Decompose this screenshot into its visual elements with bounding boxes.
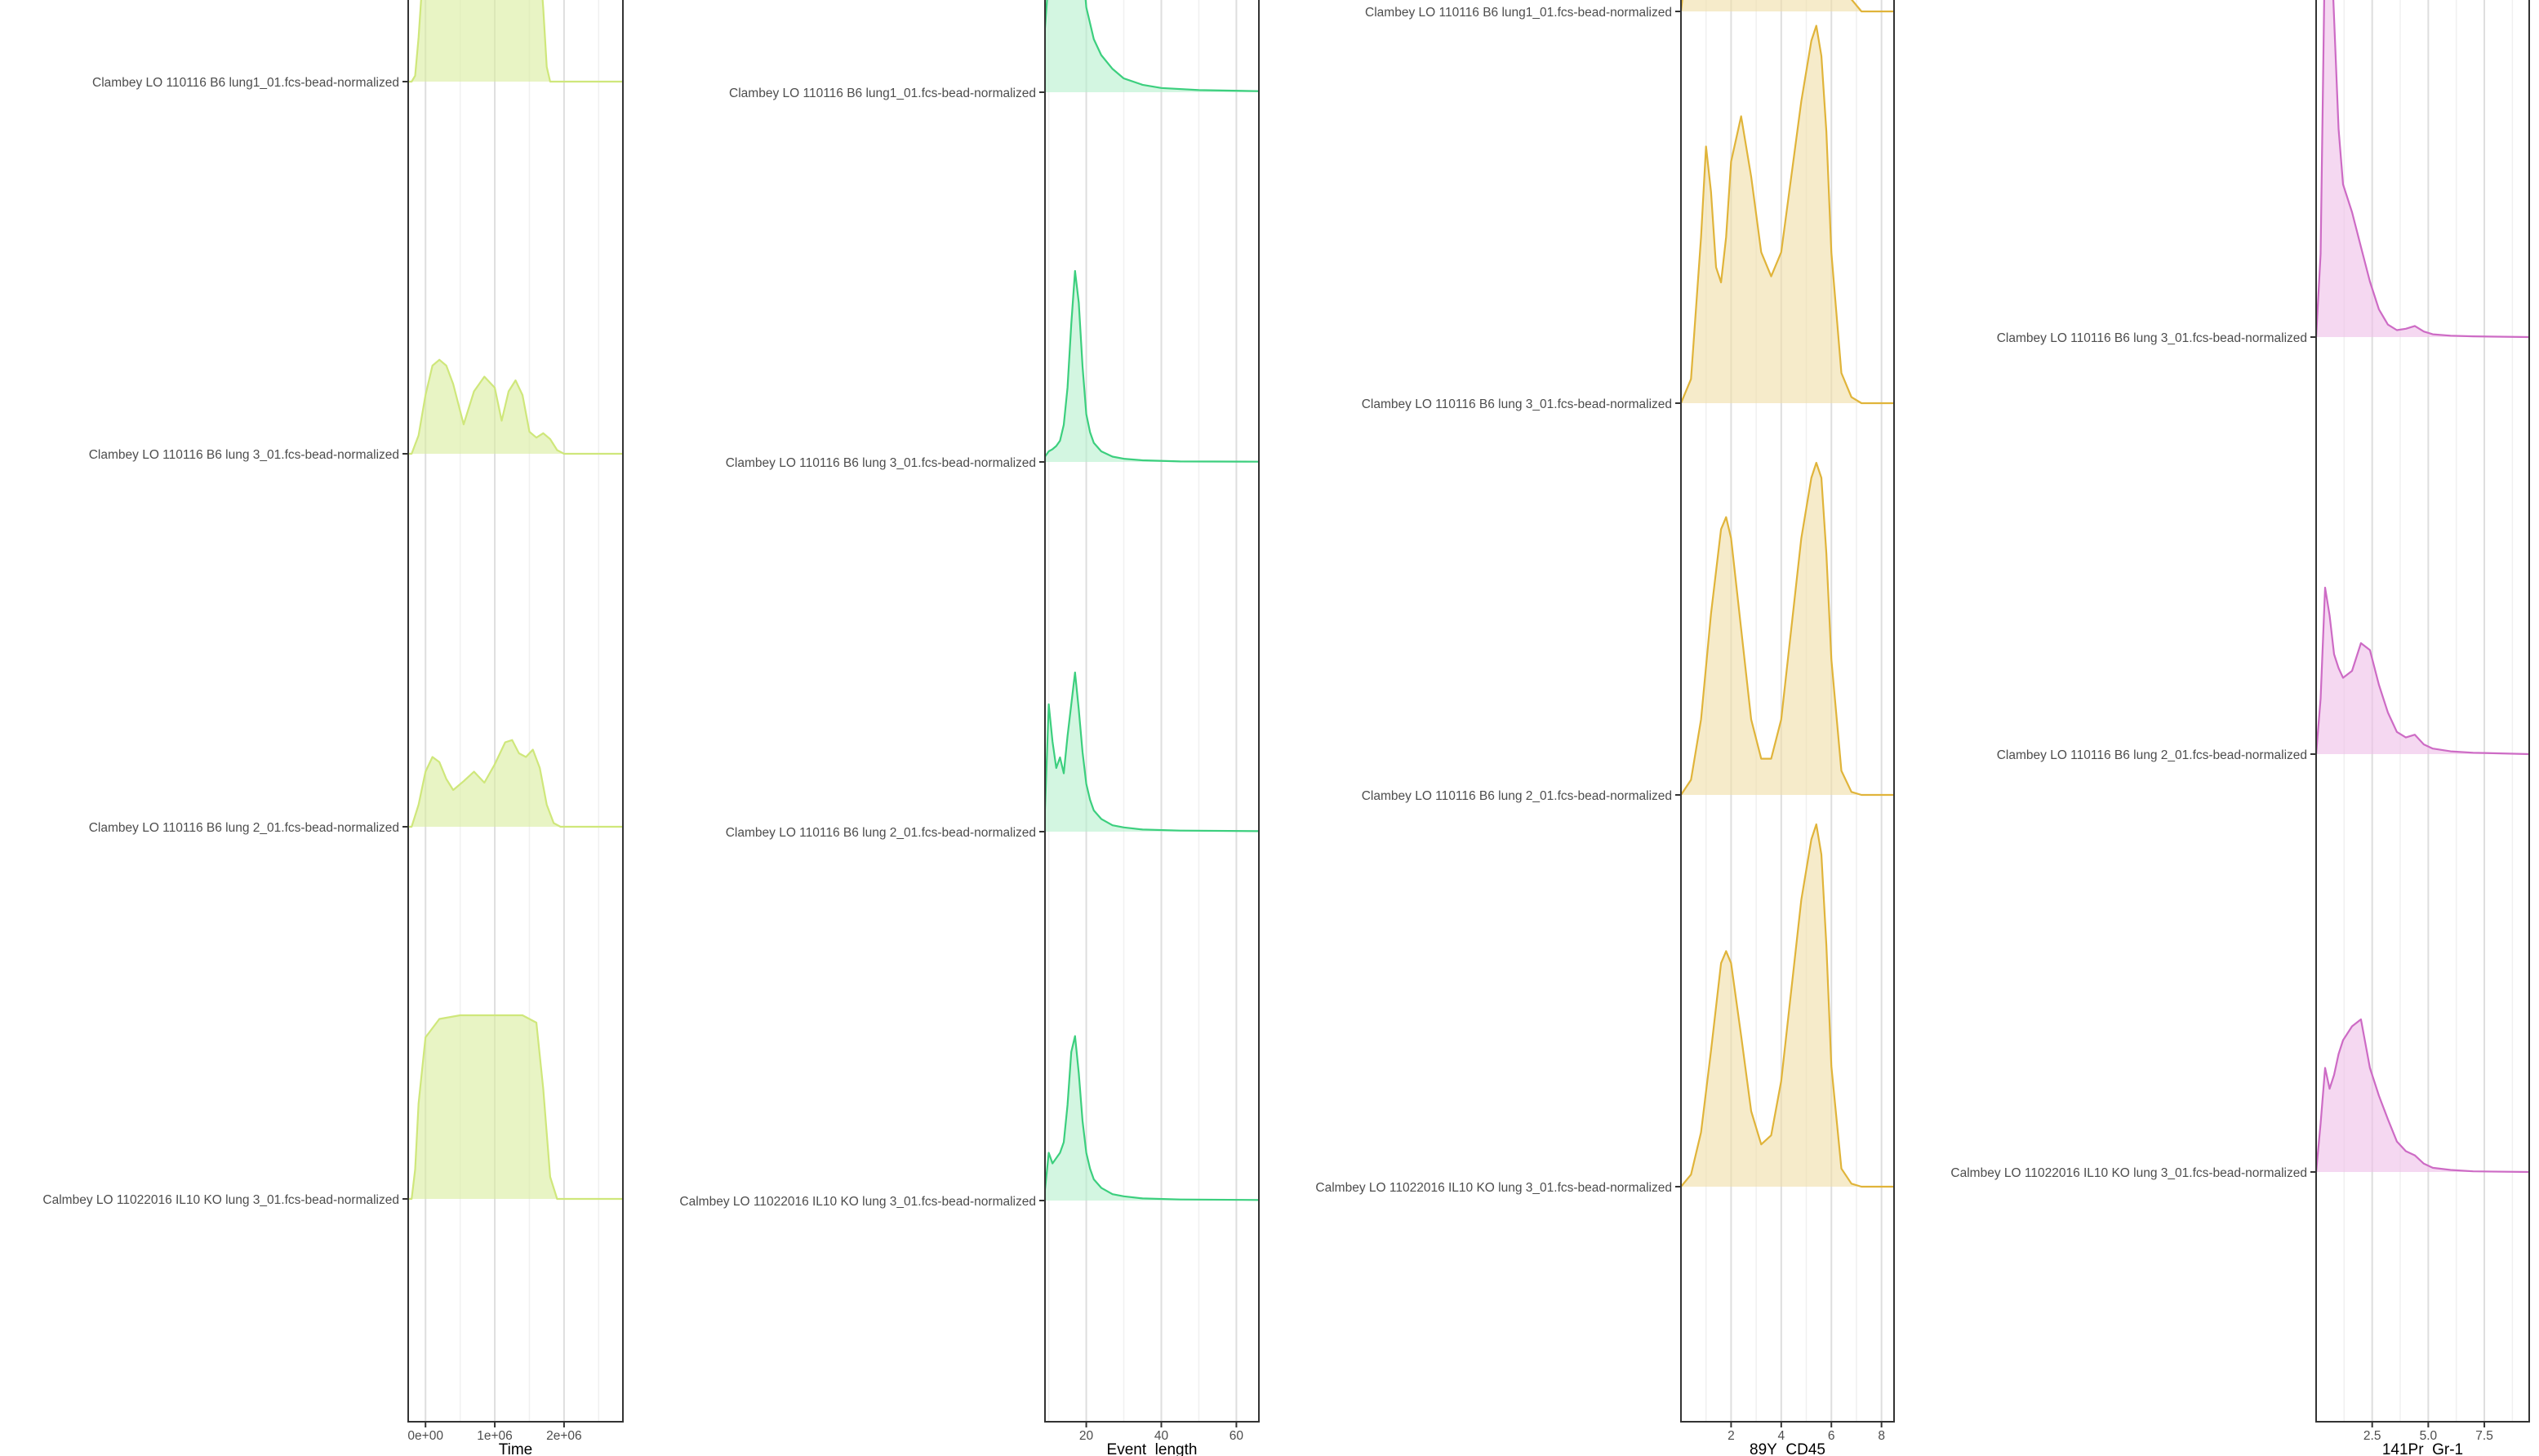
density-fill <box>1045 0 1259 92</box>
x-tick-label: 1e+06 <box>477 1429 513 1443</box>
panel-1: Clambey LO 110116 B6 lung1_01.fcs-bead-n… <box>42 0 624 1456</box>
y-tick-label: Clambey LO 110116 B6 lung 2_01.fcs-bead-… <box>1362 789 1672 803</box>
density-line <box>1045 269 1259 463</box>
density-fill <box>1045 271 1259 462</box>
y-tick-label: Clambey LO 110116 B6 lung1_01.fcs-bead-n… <box>92 76 399 90</box>
density-line <box>408 358 623 455</box>
density-line <box>1045 0 1259 92</box>
density-fill <box>408 0 623 82</box>
y-tick-label: Calmbey LO 11022016 IL10 KO lung 3_01.fc… <box>679 1195 1036 1209</box>
density-line <box>2316 0 2529 339</box>
y-tick-label: Clambey LO 110116 B6 lung1_01.fcs-bead-n… <box>1365 6 1672 20</box>
y-tick-label: Clambey LO 110116 B6 lung 3_01.fcs-bead-… <box>726 456 1036 470</box>
density-fill <box>408 359 623 454</box>
density-group <box>1681 0 1894 1188</box>
x-axis-title: Event_length <box>1107 1441 1198 1456</box>
y-tick-label: Clambey LO 110116 B6 lung 2_01.fcs-bead-… <box>1997 748 2307 762</box>
density-fill <box>1045 1036 1259 1201</box>
x-tick-label: 40 <box>1154 1429 1169 1443</box>
density-fill <box>1681 25 1894 403</box>
density-line <box>1045 671 1259 832</box>
density-fill <box>1681 0 1894 11</box>
y-tick-label: Clambey LO 110116 B6 lung 3_01.fcs-bead-… <box>1362 397 1672 411</box>
x-tick-label: 5.0 <box>2420 1429 2438 1443</box>
density-group <box>408 0 623 1201</box>
density-line <box>408 0 623 83</box>
density-line <box>2316 1018 2529 1174</box>
density-line <box>1045 1035 1259 1201</box>
density-fill <box>2316 588 2529 754</box>
density-line <box>1681 823 1894 1188</box>
y-tick-label: Clambey LO 110116 B6 lung 3_01.fcs-bead-… <box>1997 331 2307 345</box>
panel-2: Clambey LO 110116 B6 lung1_01.fcs-bead-n… <box>679 0 1260 1456</box>
x-tick-label: 60 <box>1229 1429 1244 1443</box>
y-tick-label: Calmbey LO 11022016 IL10 KO lung 3_01.fc… <box>42 1193 399 1207</box>
density-group <box>1045 0 1259 1201</box>
y-tick-label: Clambey LO 110116 B6 lung 3_01.fcs-bead-… <box>89 448 399 462</box>
x-tick-label: 2 <box>1727 1429 1735 1443</box>
panel-border <box>1044 0 1260 1423</box>
density-fill <box>408 1015 623 1199</box>
y-tick-label: Calmbey LO 11022016 IL10 KO lung 3_01.fc… <box>1950 1166 2307 1180</box>
density-fill <box>1045 673 1259 832</box>
panel-border <box>1680 0 1895 1423</box>
panel-border <box>407 0 624 1423</box>
density-group <box>2316 0 2529 1174</box>
density-line <box>1681 461 1894 797</box>
density-line <box>2316 586 2529 756</box>
density-line <box>408 1014 623 1201</box>
x-tick-label: 7.5 <box>2475 1429 2493 1443</box>
panel-4: Clambey LO 110116 B6 lung 3_01.fcs-bead-… <box>1950 0 2530 1456</box>
x-tick-label: 4 <box>1778 1429 1785 1443</box>
density-fill <box>408 739 623 827</box>
x-tick-label: 6 <box>1828 1429 1835 1443</box>
density-fill <box>1681 824 1894 1187</box>
density-line <box>1681 24 1894 405</box>
y-tick-label: Clambey LO 110116 B6 lung 2_01.fcs-bead-… <box>726 826 1036 840</box>
x-axis-title: 89Y_CD45 <box>1750 1441 1825 1456</box>
x-axis-title: Time <box>499 1441 533 1456</box>
x-tick-label: 0e+00 <box>407 1429 443 1443</box>
x-tick-label: 2.5 <box>2363 1429 2381 1443</box>
density-fill <box>1681 463 1894 795</box>
density-fill <box>2316 1019 2529 1172</box>
y-tick-label: Clambey LO 110116 B6 lung1_01.fcs-bead-n… <box>729 87 1036 100</box>
y-tick-label: Clambey LO 110116 B6 lung 2_01.fcs-bead-… <box>89 821 399 835</box>
x-tick-label: 20 <box>1079 1429 1094 1443</box>
density-fill <box>2316 0 2529 337</box>
density-line <box>408 739 623 828</box>
y-tick-label: Calmbey LO 11022016 IL10 KO lung 3_01.fc… <box>1315 1181 1672 1195</box>
x-tick-label: 2e+06 <box>546 1429 582 1443</box>
x-axis-title: 141Pr_Gr-1 <box>2382 1441 2463 1456</box>
panel-border <box>2315 0 2530 1423</box>
panel-3: Clambey LO 110116 B6 lung1_01.fcs-bead-n… <box>1315 0 1895 1456</box>
x-tick-label: 8 <box>1878 1429 1885 1443</box>
